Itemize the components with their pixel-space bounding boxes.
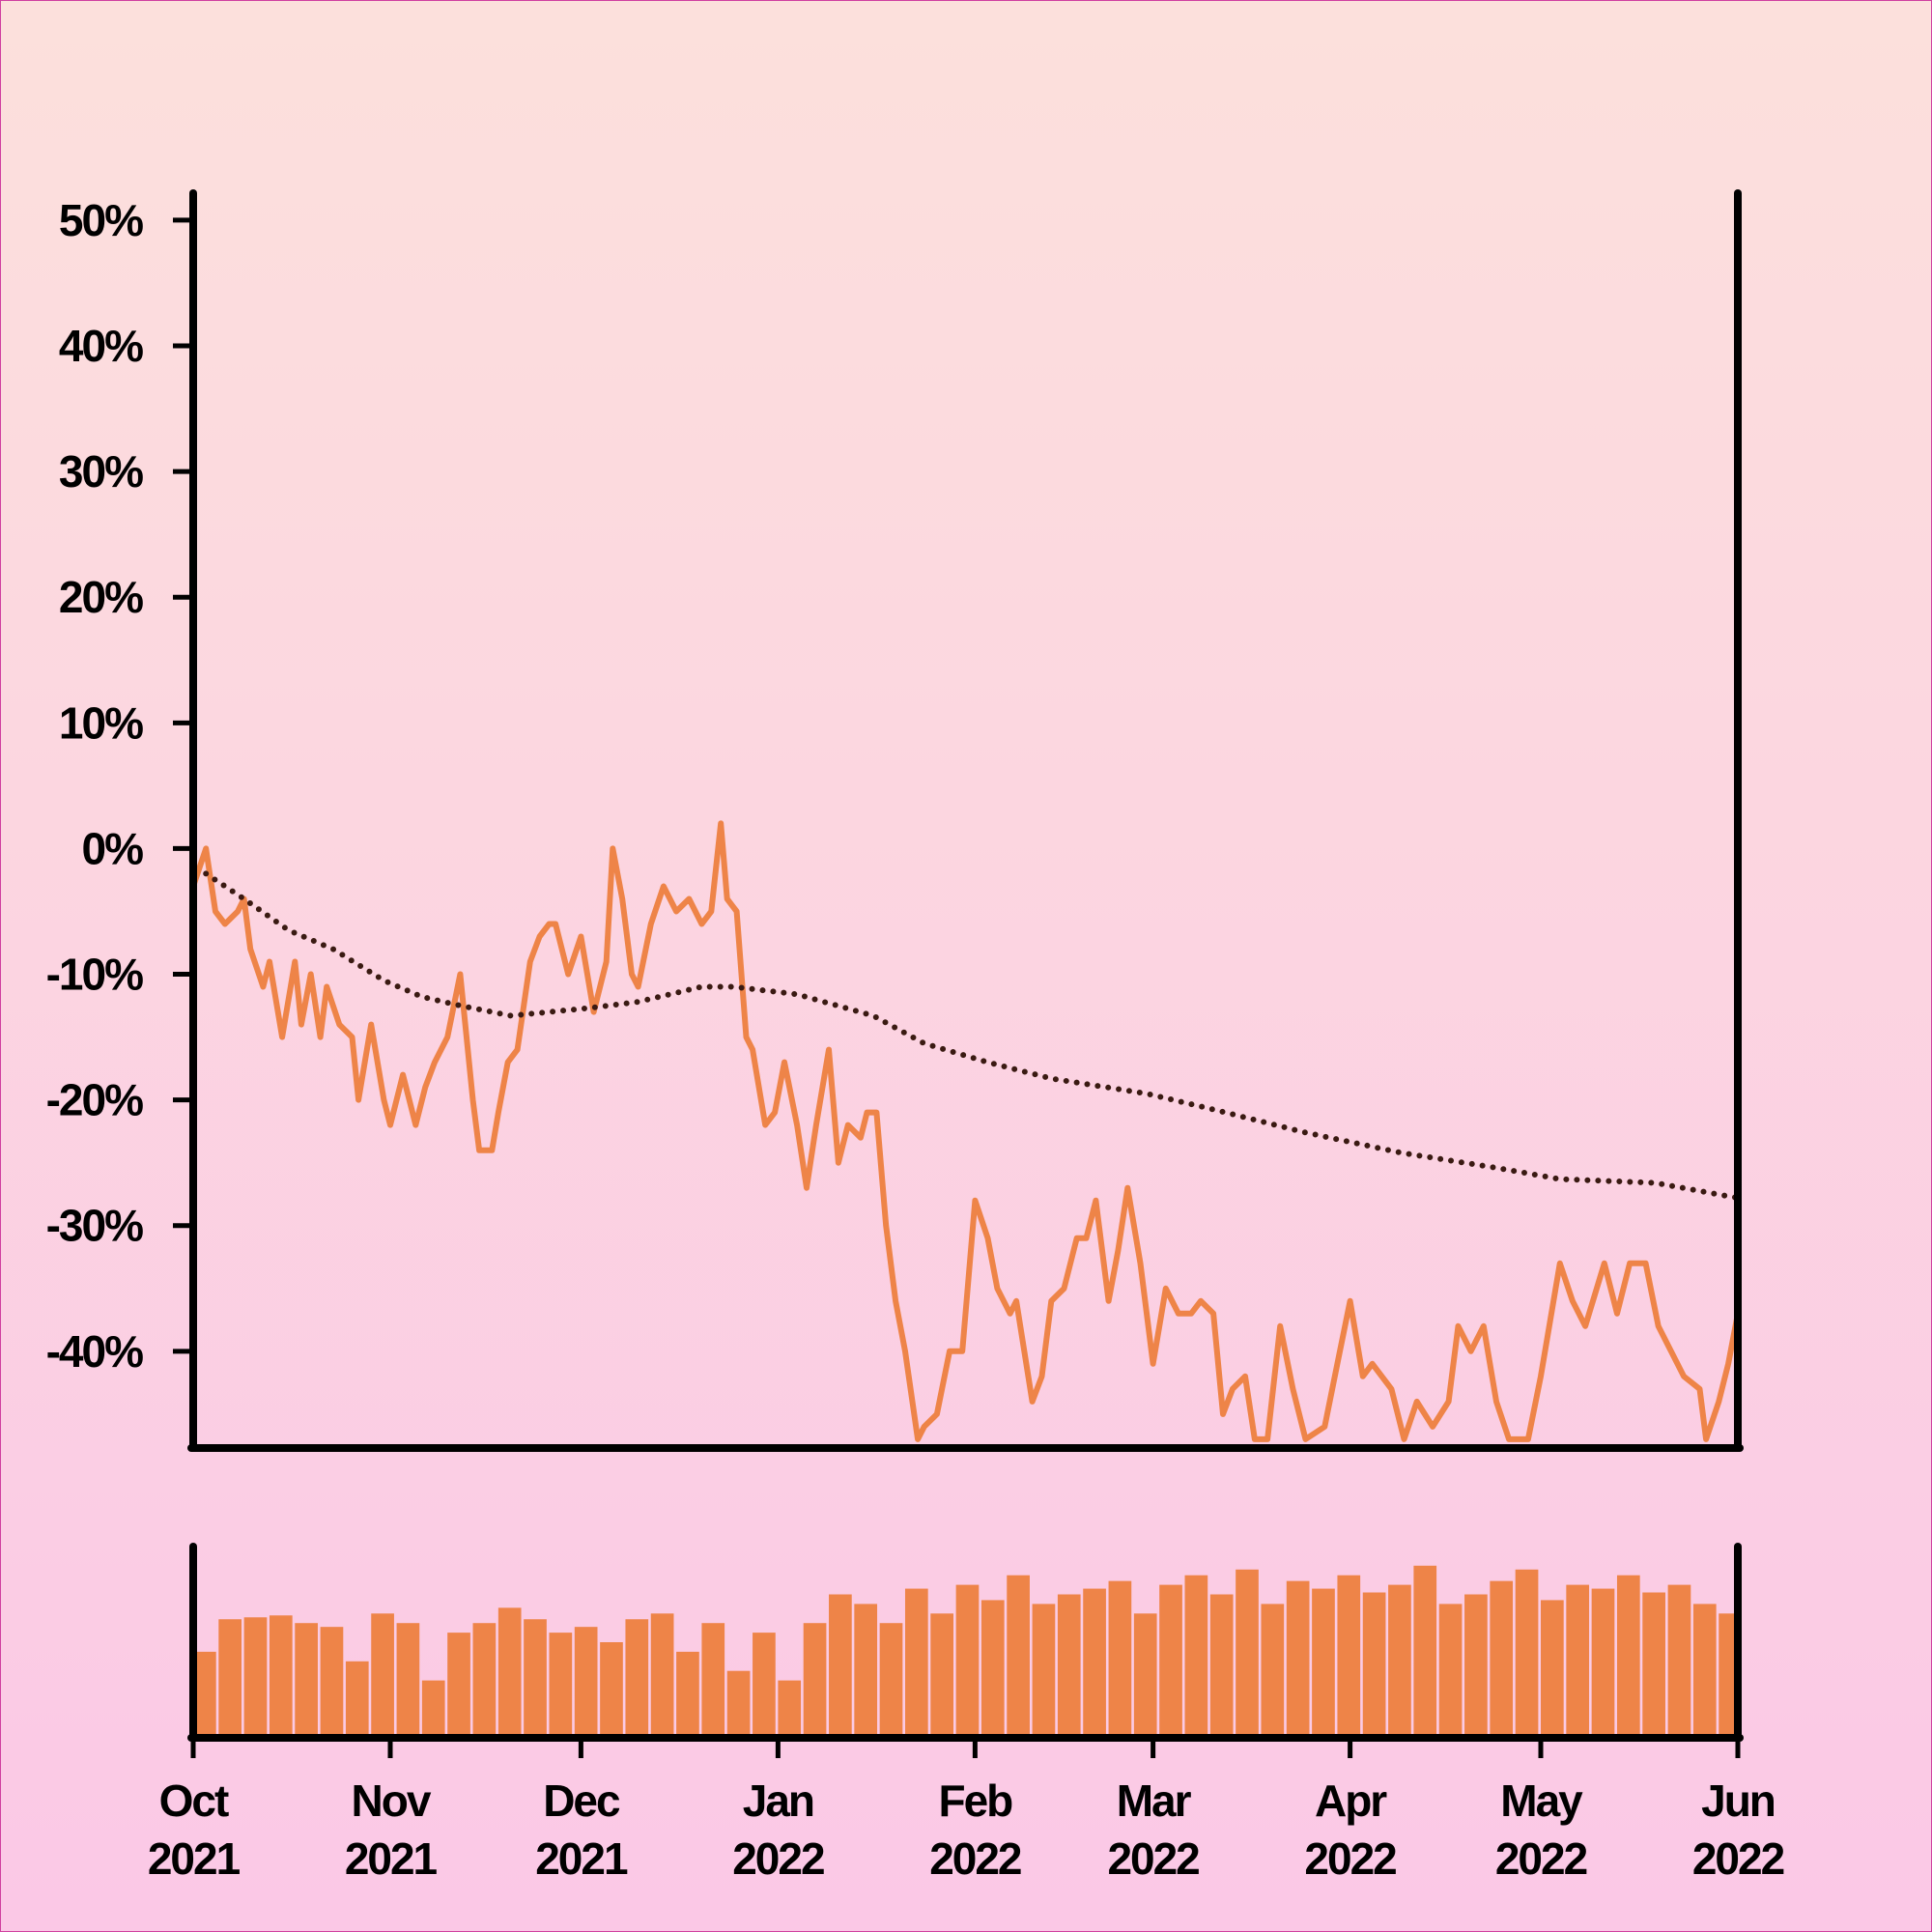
- volume-bar: [1362, 1592, 1386, 1738]
- x-tick-label: May 2022: [1495, 1776, 1587, 1884]
- volume-bar: [497, 1607, 522, 1738]
- volume-bar: [1007, 1575, 1030, 1738]
- volume-bar: [1209, 1594, 1234, 1738]
- volume-bar: [1692, 1604, 1717, 1738]
- volume-bar: [701, 1623, 725, 1738]
- volume-bar: [1337, 1575, 1361, 1738]
- y-tick-label: 40%: [59, 321, 143, 371]
- volume-bar: [1312, 1588, 1335, 1738]
- volume-bar: [1159, 1584, 1182, 1738]
- x-tick-label: Jan 2022: [732, 1776, 824, 1884]
- volume-bar: [524, 1619, 547, 1738]
- volume-bar: [345, 1661, 369, 1738]
- volume-bar: [574, 1627, 598, 1738]
- volume-bar: [955, 1584, 980, 1738]
- volume-bar: [269, 1615, 293, 1738]
- volume-bar: [218, 1619, 242, 1738]
- volume-bar: [1438, 1604, 1463, 1738]
- volume-bar: [829, 1594, 852, 1738]
- volume-bar: [1184, 1575, 1208, 1738]
- x-tick-label: Mar 2022: [1107, 1776, 1199, 1884]
- y-tick-label: 50%: [59, 195, 143, 245]
- price-line: [193, 820, 1738, 1442]
- volume-bar: [295, 1623, 318, 1738]
- volume-bar: [396, 1623, 420, 1738]
- y-tick-label: 20%: [59, 572, 143, 622]
- volume-bar: [879, 1623, 903, 1738]
- volume-bar: [1464, 1594, 1488, 1738]
- volume-bar: [854, 1604, 878, 1738]
- x-tick-label: Oct 2021: [148, 1776, 241, 1884]
- volume-bar: [1133, 1613, 1157, 1738]
- volume-bar: [1413, 1565, 1437, 1738]
- x-tick-label: Jun 2022: [1692, 1776, 1784, 1884]
- volume-bar: [243, 1617, 268, 1738]
- volume-bar: [1541, 1600, 1564, 1738]
- x-tick-label: Apr 2022: [1304, 1776, 1396, 1884]
- volume-bar: [447, 1633, 470, 1738]
- volume-bar: [1490, 1580, 1514, 1738]
- volume-bar: [1057, 1594, 1081, 1738]
- volume-bar: [930, 1613, 953, 1738]
- y-tick-label: 0%: [82, 823, 144, 873]
- volume-bar: [472, 1623, 497, 1738]
- volume-bar: [803, 1623, 827, 1738]
- volume-bar: [1515, 1569, 1539, 1738]
- volume-bar: [778, 1680, 802, 1738]
- y-tick-label: 10%: [59, 697, 143, 748]
- volume-bar: [1591, 1588, 1615, 1738]
- plot-area: [193, 820, 1738, 1442]
- volume-bar: [1566, 1584, 1590, 1738]
- x-tick-label: Nov 2021: [345, 1776, 438, 1884]
- volume-bar: [421, 1680, 445, 1738]
- volume-bar: [1083, 1588, 1106, 1738]
- x-tick-label: Feb 2022: [929, 1776, 1021, 1884]
- volume-bar: [1032, 1604, 1056, 1738]
- volume-bar: [600, 1642, 623, 1738]
- volume-bar: [980, 1600, 1005, 1738]
- volume-bar: [371, 1613, 394, 1738]
- axes: [187, 189, 1744, 1742]
- volume-bar: [1616, 1575, 1640, 1738]
- moving-average: [203, 870, 1738, 1202]
- volume-bar: [676, 1651, 699, 1738]
- volume-bar: [549, 1633, 573, 1738]
- volume-bar: [726, 1670, 751, 1738]
- volume-bar: [1388, 1584, 1411, 1738]
- volume-bar: [1719, 1613, 1738, 1738]
- volume-bar: [1236, 1569, 1259, 1738]
- y-tick-label: -40%: [46, 1326, 143, 1377]
- x-tick-label: Dec 2021: [535, 1776, 628, 1884]
- volume-bar: [625, 1619, 649, 1738]
- volume-bar: [1108, 1580, 1132, 1738]
- volume-bar: [1286, 1580, 1310, 1738]
- volume-bar: [904, 1588, 928, 1738]
- y-tick-label: -20%: [46, 1075, 143, 1125]
- volume-bar: [1667, 1584, 1691, 1738]
- volume-bar: [320, 1627, 344, 1738]
- volume-bar: [193, 1651, 216, 1738]
- y-tick-label: -10%: [46, 950, 143, 1000]
- volume-bar: [1642, 1592, 1665, 1738]
- volume-bar: [650, 1613, 674, 1738]
- volume-bar: [753, 1633, 776, 1738]
- y-tick-label: 30%: [59, 446, 143, 497]
- y-tick-label: -30%: [46, 1201, 143, 1251]
- volume-area: [193, 1565, 1738, 1738]
- volume-bar: [1261, 1604, 1285, 1738]
